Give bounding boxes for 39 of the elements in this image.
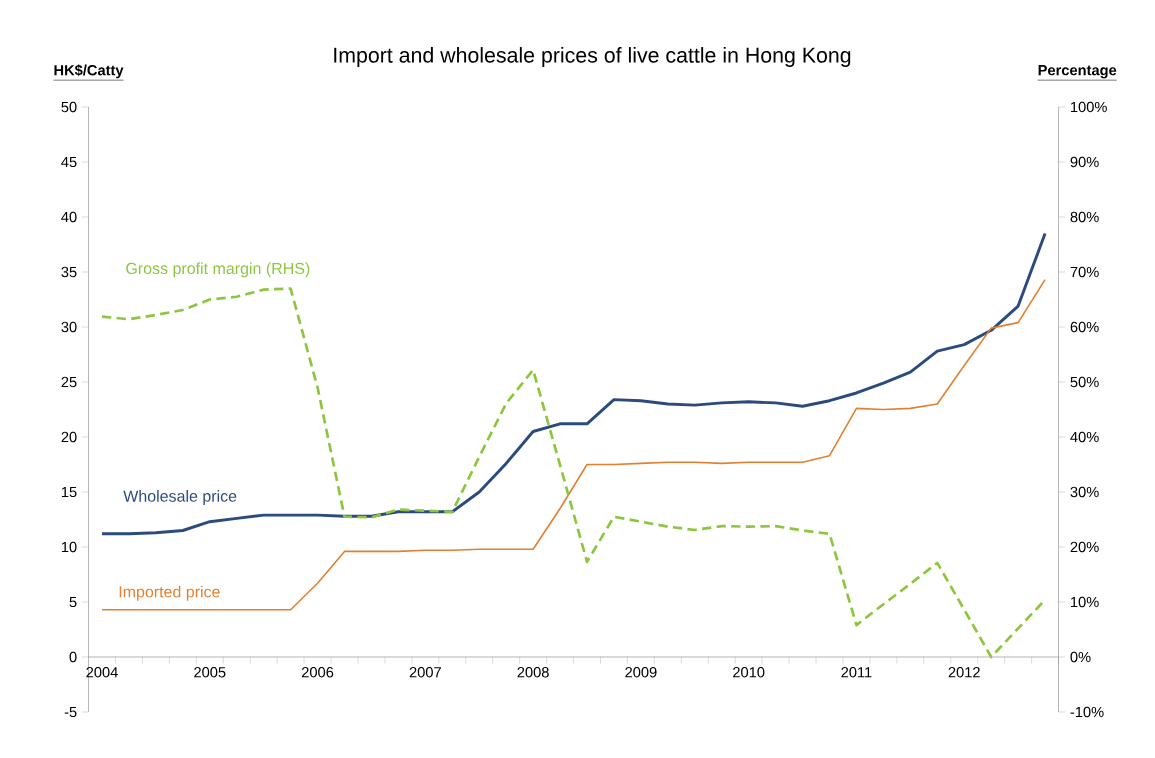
series-label: Imported price: [119, 585, 220, 601]
y2-tick-label: 20%: [1070, 541, 1099, 553]
y-tick-label: 0: [69, 651, 77, 663]
series-label: Wholesale price: [123, 490, 237, 505]
y2-tick-label: 50%: [1070, 376, 1099, 388]
x-tick-label: 2006: [301, 667, 334, 678]
y-tick-label: 10: [61, 541, 77, 553]
y-tick-label: 15: [61, 486, 77, 498]
y-tick-label: 45: [61, 156, 77, 168]
y2-tick-label: 10%: [1071, 596, 1099, 608]
x-tick-label: 2008: [517, 667, 549, 678]
y-tick-label: 35: [61, 266, 77, 278]
y2-tick-label: 100%: [1071, 101, 1107, 113]
y2-axis-title: Percentage: [1038, 65, 1117, 79]
y-tick-label: 5: [69, 596, 77, 608]
y-tick-label: -5: [64, 706, 77, 718]
x-tick-label: 2012: [948, 667, 980, 678]
chart-title: Import and wholesale prices of live cattle in Hong Kong: [334, 47, 851, 67]
y2-tick-label: 60%: [1070, 321, 1099, 333]
y-axis-title: HK$/Catty: [54, 64, 124, 79]
y2-tick-label: -10%: [1070, 706, 1104, 718]
y-tick-label: 30: [61, 321, 77, 333]
x-tick-label: 2007: [409, 667, 441, 678]
series-label: Gross profit margin (RHS): [126, 262, 310, 278]
y-tick-label: 25: [61, 376, 77, 388]
y2-tick-label: 70%: [1070, 266, 1099, 278]
x-tick-label: 2010: [733, 667, 765, 678]
y2-tick-label: 0%: [1070, 651, 1091, 663]
y-tick-label: 20: [61, 431, 77, 443]
x-tick-label: 2005: [194, 667, 226, 678]
x-tick-label: 2011: [841, 667, 872, 678]
y-tick-label: 40: [61, 211, 77, 223]
y2-tick-label: 80%: [1070, 211, 1099, 223]
y-tick-label: 50: [61, 101, 77, 113]
y2-tick-label: 40%: [1070, 431, 1099, 443]
x-tick-label: 2009: [625, 667, 657, 678]
y2-tick-label: 30%: [1070, 486, 1099, 498]
x-tick-label: 2004: [86, 667, 118, 678]
y2-tick-label: 90%: [1070, 156, 1099, 168]
